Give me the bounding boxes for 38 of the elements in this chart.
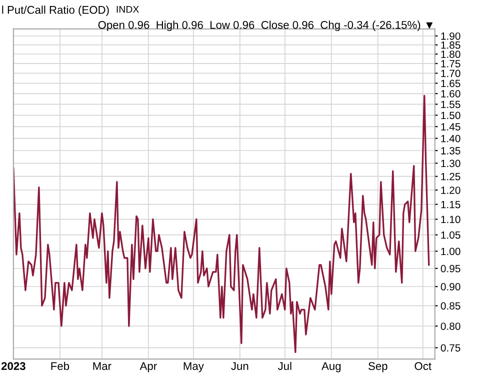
y-tick-label: 1.35 xyxy=(441,147,460,154)
y-tick-label: 0.80 xyxy=(440,322,460,330)
y-tick-label: 1.30 xyxy=(441,160,460,168)
x-tick-label: May xyxy=(184,362,204,372)
y-tick-label: 1.65 xyxy=(441,80,460,88)
x-tick-label: Jun xyxy=(231,362,248,370)
line-series xyxy=(13,94,430,354)
y-tick-label: 0.95 xyxy=(440,264,460,272)
y-tick-label: 1.45 xyxy=(441,123,460,130)
chart-subtitle: Open 0.96 High 0.96 Low 0.96 Close 0.96 Chg -0.34 (-26.15%) ▼ xyxy=(98,20,433,32)
y-tick-label: 1.75 xyxy=(441,60,460,68)
y-tick-label: 1.15 xyxy=(441,200,460,208)
y-tick-label: 1.80 xyxy=(441,50,460,58)
x-tick-label: Sep xyxy=(368,362,388,372)
x-tick-label: Feb xyxy=(51,362,70,370)
text: INDX xyxy=(116,6,139,13)
x-tick-label: Oct xyxy=(414,362,432,370)
x-tick-label: Mar xyxy=(93,362,112,370)
x-tick-label: Jul xyxy=(278,362,292,370)
y-tick-label: 1.00 xyxy=(441,248,460,256)
y-tick-label: 1.85 xyxy=(441,41,460,49)
x-tick-label: Apr xyxy=(140,362,157,372)
x-tick-label: 2023 xyxy=(1,362,26,370)
y-tick-label: 1.90 xyxy=(441,32,460,40)
x-tick-label: Aug xyxy=(322,362,341,372)
y-tick-label: 1.55 xyxy=(441,100,460,108)
y-tick-label: 1.10 xyxy=(441,216,460,224)
y-tick-label: 1.40 xyxy=(441,134,460,142)
y-tick-label: 1.50 xyxy=(441,112,460,120)
y-tick-label: 1.20 xyxy=(441,186,460,194)
y-tick-label: 0.75 xyxy=(440,344,460,352)
y-tick-label: 0.85 xyxy=(440,302,460,310)
y-tick-label: 0.90 xyxy=(440,283,460,290)
chart-title: l Put/Call Ratio (EOD) xyxy=(2,6,109,16)
y-tick-label: 1.60 xyxy=(441,90,460,98)
y-tick-label: 1.05 xyxy=(441,231,460,239)
y-tick-label: 1.25 xyxy=(441,172,460,180)
y-tick-label: 1.70 xyxy=(441,70,460,78)
